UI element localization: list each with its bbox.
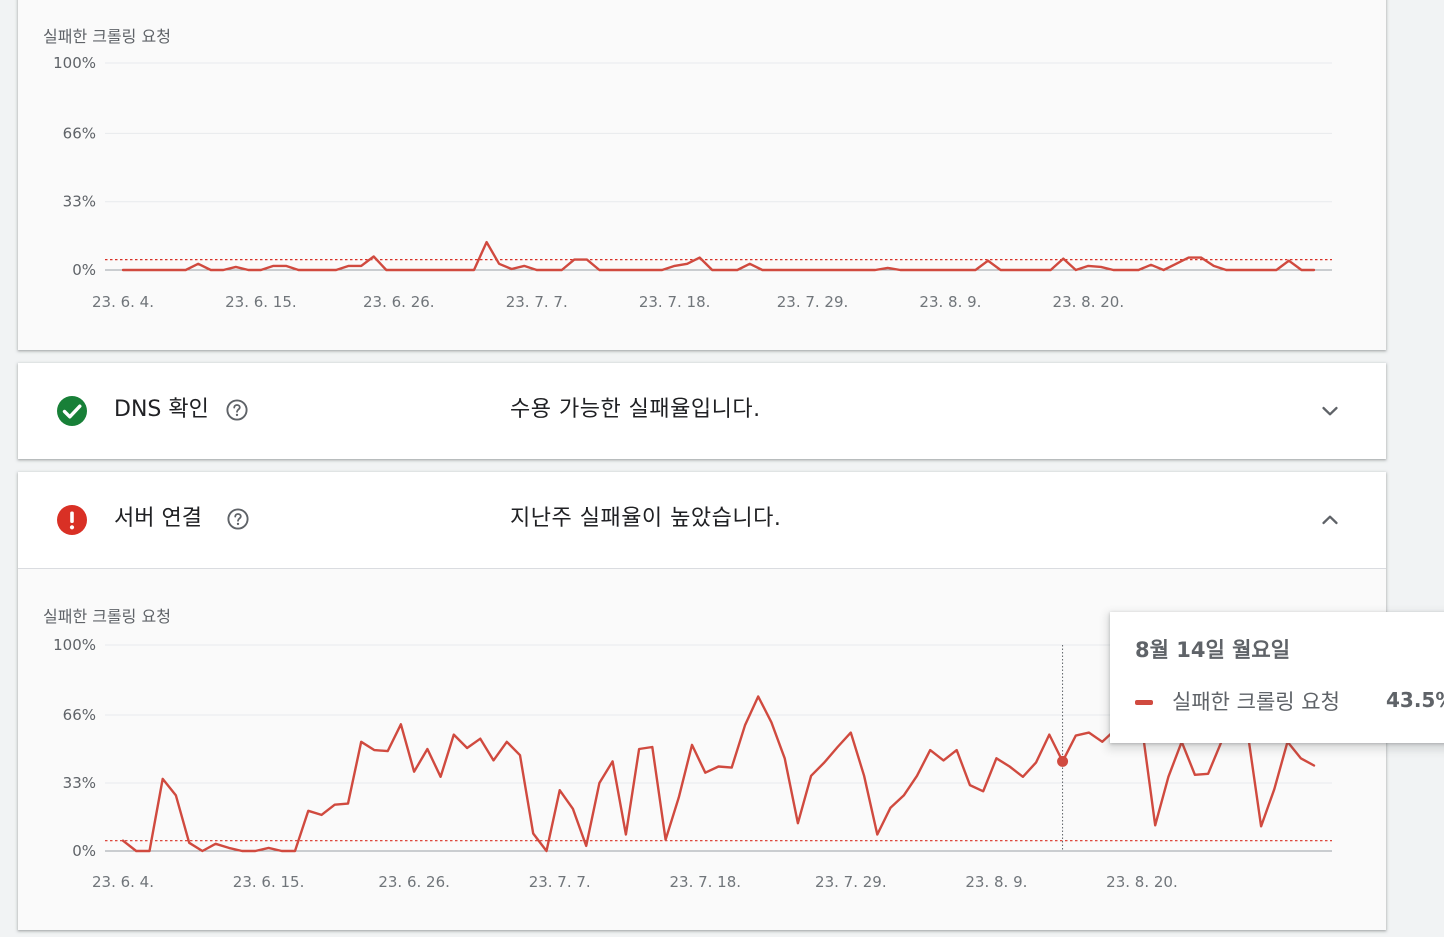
series-line xyxy=(121,240,1316,272)
help-circle-icon[interactable] xyxy=(227,508,249,530)
chart-tooltip: 8월 14일 월요일 실패한 크롤링 요청 43.5% xyxy=(1110,612,1444,743)
help-circle-icon[interactable] xyxy=(226,399,248,421)
y-tick-label: 0% xyxy=(72,261,96,279)
x-tick-label: 23. 7. 18. xyxy=(669,873,741,891)
y-tick-label: 33% xyxy=(63,774,96,792)
y-tick-label: 33% xyxy=(63,193,96,211)
x-tick-label: 23. 6. 26. xyxy=(378,873,450,891)
x-tick-label: 23. 7. 29. xyxy=(777,293,849,311)
x-tick-label: 23. 6. 4. xyxy=(92,873,154,891)
x-tick-label: 23. 7. 7. xyxy=(529,873,591,891)
y-tick-label: 66% xyxy=(63,706,96,724)
y-tick-label: 100% xyxy=(53,636,96,654)
dns-check-card: DNS 확인 수용 가능한 실패율입니다. xyxy=(18,363,1386,459)
tooltip-series-swatch xyxy=(1135,700,1153,705)
y-tick-label: 66% xyxy=(63,124,96,142)
chart-title: 실패한 크롤링 요청 xyxy=(43,607,171,626)
x-tick-label: 23. 8. 9. xyxy=(965,873,1027,891)
x-tick-label: 23. 8. 20. xyxy=(1106,873,1178,891)
server-connection-row[interactable]: 서버 연결 지난주 실패율이 높았습니다. xyxy=(18,472,1386,569)
tooltip-value: 43.5% xyxy=(1386,688,1444,712)
dns-check-row[interactable]: DNS 확인 수용 가능한 실패율입니다. xyxy=(18,363,1386,459)
x-tick-label: 23. 6. 4. xyxy=(92,293,154,311)
highlight-point xyxy=(1057,755,1069,767)
server-connection-card: 서버 연결 지난주 실패율이 높았습니다. 실패한 크롤링 요청 100% 66% 3… xyxy=(18,472,1386,930)
check-circle-icon xyxy=(57,396,87,426)
y-tick-label: 100% xyxy=(53,54,96,72)
x-tick-label: 23. 7. 7. xyxy=(506,293,568,311)
x-tick-label: 23. 7. 18. xyxy=(639,293,711,311)
x-tick-label: 23. 7. 29. xyxy=(815,873,887,891)
chart-title: 실패한 크롤링 요청 xyxy=(43,27,171,46)
error-circle-icon xyxy=(57,505,87,535)
x-tick-label: 23. 8. 20. xyxy=(1053,293,1125,311)
dns-check-status-message: 수용 가능한 실패율입니다. xyxy=(510,397,761,422)
chevron-down-icon[interactable] xyxy=(1318,399,1342,423)
x-tick-label: 23. 6. 15. xyxy=(233,873,305,891)
chevron-up-icon[interactable] xyxy=(1318,508,1342,532)
x-tick-label: 23. 6. 15. xyxy=(225,293,297,311)
crawl-failure-chart-card-top: 실패한 크롤링 요청 100% 66% 33% 0% 23. 6. 4. 23. 6. 15… xyxy=(18,0,1386,350)
tooltip-date: 8월 14일 월요일 xyxy=(1135,638,1291,662)
tooltip-series-label: 실패한 크롤링 요청 xyxy=(1172,690,1340,714)
dns-check-title: DNS 확인 xyxy=(114,397,209,422)
y-tick-label: 0% xyxy=(72,842,96,860)
server-connection-status-message: 지난주 실패율이 높았습니다. xyxy=(510,506,782,531)
x-tick-label: 23. 8. 9. xyxy=(919,293,981,311)
x-tick-label: 23. 6. 26. xyxy=(363,293,435,311)
server-connection-title: 서버 연결 xyxy=(114,506,202,531)
crawl-failure-chart-top: 실패한 크롤링 요청 100% 66% 33% 0% 23. 6. 4. 23. 6. 15… xyxy=(43,27,1332,311)
